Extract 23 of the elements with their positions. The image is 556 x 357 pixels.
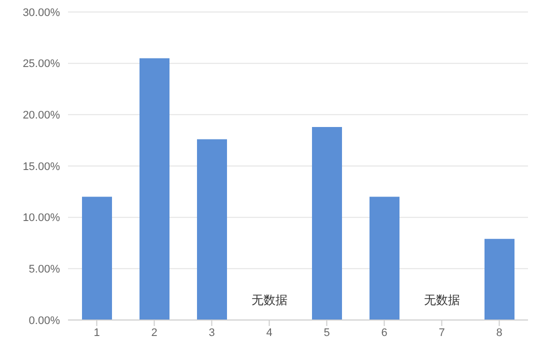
y-tick-label: 0.00% [28,314,60,327]
y-tick-label: 30.00% [22,6,60,19]
annotation: 无数据 [251,293,288,307]
bar [370,196,400,320]
x-tick-label: 2 [151,326,158,339]
x-tick-label: 6 [381,326,388,339]
x-tick-label: 5 [324,326,330,339]
bar [197,139,227,320]
x-tick-label: 4 [266,326,272,339]
x-tick-label: 3 [208,326,215,339]
bar [484,238,514,320]
annotation: 无数据 [424,293,460,307]
x-tick-label: 1 [94,326,100,339]
y-tick-label: 5.00% [28,264,60,276]
y-tick-label: 10.00% [22,212,60,224]
bar [82,196,112,320]
y-tick-label: 25.00% [22,58,60,70]
bar [312,126,342,320]
y-tick-label: 20.00% [22,110,60,122]
x-tick-label: 7 [438,326,445,339]
y-tick-label: 15.00% [22,160,60,173]
bar [140,58,170,320]
x-tick-label: 8 [496,326,502,339]
